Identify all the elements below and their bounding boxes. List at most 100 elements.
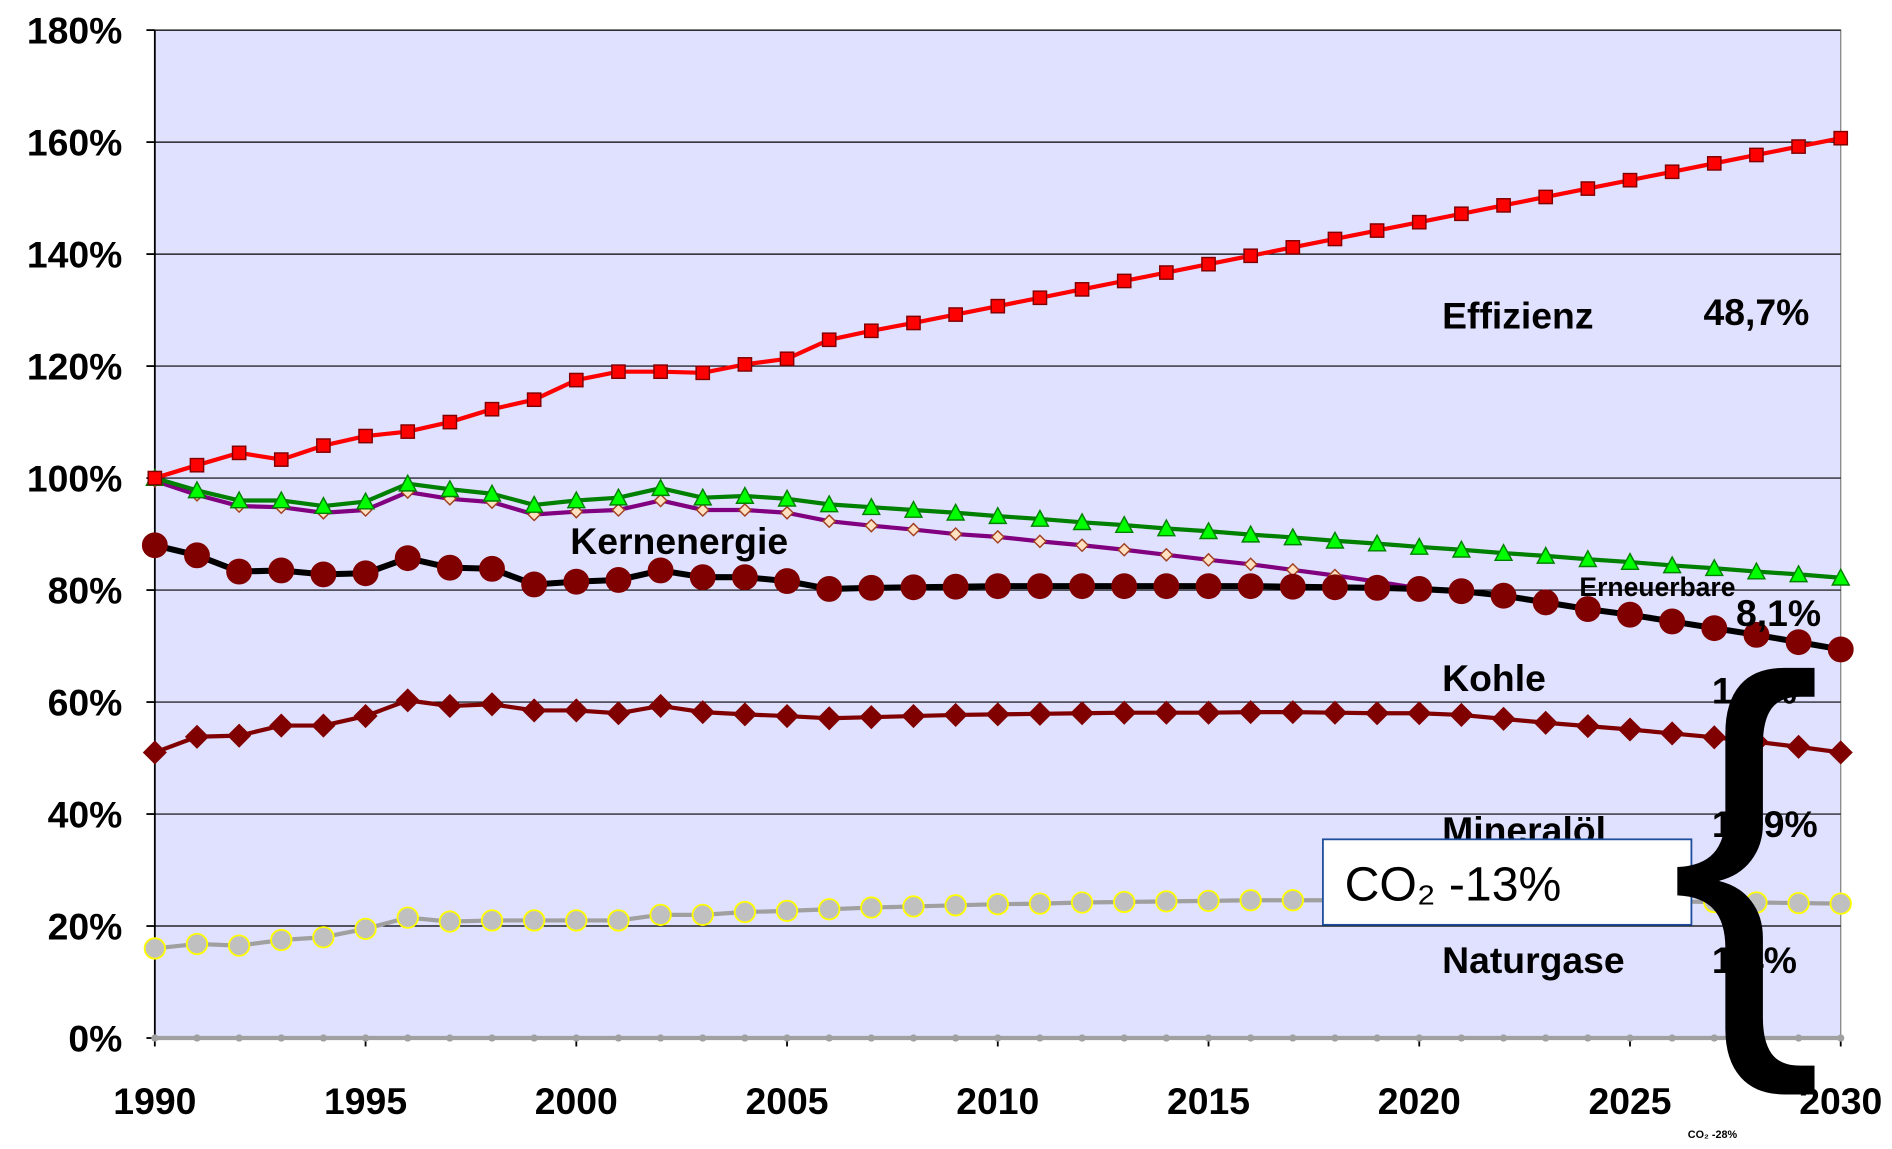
- marker: [316, 438, 331, 453]
- marker: [271, 490, 291, 509]
- marker: [1195, 573, 1222, 600]
- marker: [1406, 575, 1433, 602]
- marker: [1243, 557, 1258, 572]
- marker: [1454, 206, 1469, 222]
- marker: [1116, 273, 1132, 289]
- marker: [488, 1034, 496, 1042]
- marker: [1331, 1034, 1339, 1042]
- marker: [398, 473, 418, 492]
- brace: {: [1670, 585, 1823, 1099]
- marker: [902, 895, 925, 918]
- marker: [1457, 1034, 1466, 1042]
- marker: [1367, 533, 1387, 552]
- marker: [607, 909, 630, 932]
- marker: [394, 545, 421, 572]
- x-tick-label: 2025: [1588, 1080, 1671, 1122]
- annotation: Erneuerbare: [1579, 572, 1735, 602]
- marker: [1831, 567, 1851, 586]
- marker: [1617, 717, 1643, 742]
- marker: [1159, 265, 1174, 280]
- marker: [1156, 518, 1177, 537]
- marker: [1538, 189, 1554, 205]
- marker: [184, 724, 210, 749]
- marker: [608, 487, 629, 506]
- marker: [352, 560, 379, 587]
- marker: [695, 365, 711, 381]
- marker: [777, 488, 797, 507]
- marker: [1791, 139, 1806, 154]
- x-tick-label: 2020: [1378, 1080, 1461, 1122]
- marker: [1111, 573, 1138, 600]
- marker: [235, 1034, 243, 1042]
- marker: [1704, 558, 1724, 577]
- marker: [817, 706, 842, 731]
- marker: [1289, 1034, 1297, 1042]
- marker: [948, 527, 963, 542]
- co2-box: [1322, 838, 1693, 926]
- marker: [442, 414, 458, 430]
- marker: [530, 1034, 538, 1042]
- marker: [436, 554, 463, 581]
- co2-footnote: CO₂ -28%: [1688, 1129, 1738, 1141]
- annotation: 48,7%: [1703, 291, 1809, 333]
- marker: [867, 1034, 875, 1042]
- marker: [988, 506, 1008, 525]
- marker: [482, 483, 502, 502]
- marker: [1373, 1034, 1381, 1042]
- marker: [1575, 714, 1600, 739]
- marker: [1411, 214, 1427, 230]
- marker: [1238, 700, 1263, 725]
- marker: [1069, 573, 1096, 600]
- marker: [775, 704, 800, 729]
- marker: [653, 364, 668, 380]
- marker: [227, 934, 251, 957]
- marker: [1155, 890, 1178, 913]
- marker: [1415, 1034, 1423, 1042]
- marker: [780, 505, 795, 520]
- y-tick-label: 140%: [27, 233, 122, 275]
- marker: [1028, 892, 1052, 915]
- marker: [440, 479, 460, 498]
- marker: [1660, 721, 1685, 746]
- marker: [733, 900, 757, 924]
- marker: [1578, 549, 1598, 568]
- marker: [143, 937, 166, 960]
- marker: [187, 480, 207, 499]
- marker: [1285, 240, 1301, 255]
- annotation: 1,4%: [1712, 669, 1797, 711]
- marker: [818, 898, 841, 921]
- annotation: 8,1%: [1736, 592, 1821, 634]
- y-tick-label: 60%: [48, 681, 123, 723]
- marker: [1112, 700, 1137, 725]
- x-tick-label: 2010: [956, 1080, 1039, 1122]
- marker: [1032, 290, 1048, 306]
- marker: [1493, 543, 1514, 562]
- marker: [1794, 1034, 1803, 1042]
- marker: [185, 932, 209, 956]
- marker: [653, 493, 668, 508]
- marker: [277, 1034, 285, 1042]
- marker: [819, 494, 839, 513]
- marker: [1743, 621, 1770, 648]
- marker: [404, 1034, 412, 1042]
- marker: [1325, 530, 1345, 549]
- marker: [526, 392, 542, 408]
- marker: [606, 701, 631, 726]
- annotation: 16,9%: [1712, 803, 1818, 845]
- marker: [945, 502, 966, 521]
- marker: [1153, 573, 1180, 600]
- marker: [438, 910, 462, 933]
- marker: [1322, 574, 1348, 601]
- marker: [1154, 700, 1179, 725]
- marker: [864, 518, 879, 533]
- marker: [783, 1034, 791, 1042]
- marker: [1162, 1034, 1170, 1042]
- marker: [903, 500, 924, 518]
- marker: [649, 903, 672, 926]
- marker: [735, 486, 755, 504]
- marker: [1243, 248, 1259, 264]
- marker: [437, 693, 462, 719]
- marker: [566, 490, 586, 509]
- marker: [1239, 889, 1262, 912]
